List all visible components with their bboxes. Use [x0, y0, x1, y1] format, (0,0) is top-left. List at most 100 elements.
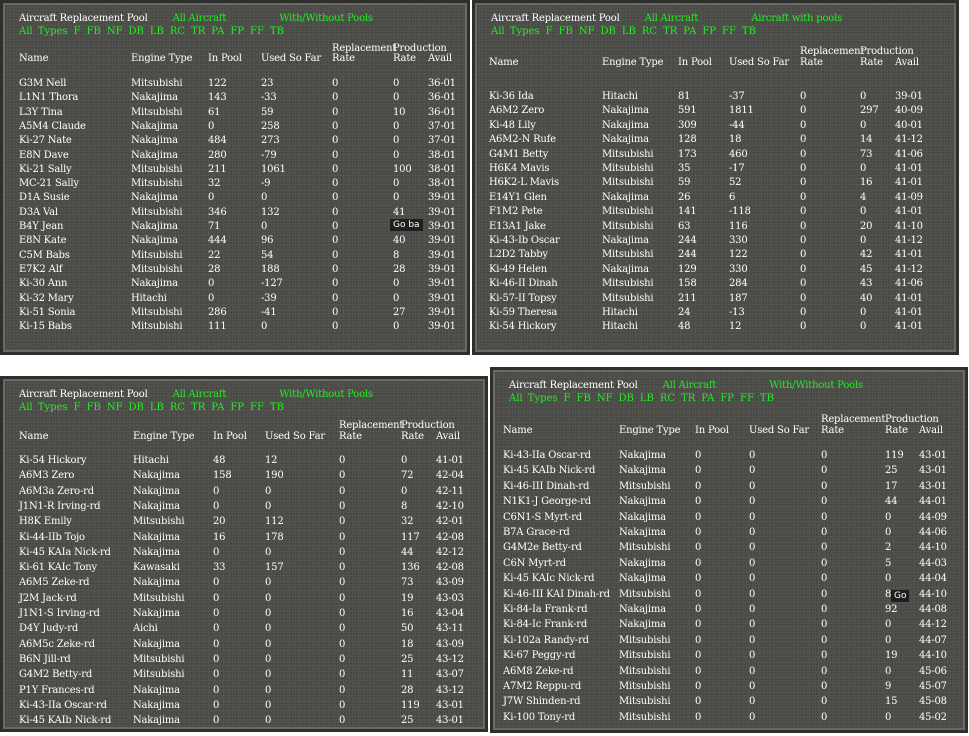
table-row[interactable]: H6K4 Mavis Mitsubishi 35 -17 0 0 41-01: [475, 163, 956, 177]
table-row[interactable]: E8N Dave Nakajima 280 -79 0 0 38-01: [3, 150, 467, 164]
table-row[interactable]: H6K2-L Mavis Mitsubishi 59 52 0 16 41-01: [475, 177, 956, 191]
col-header-engine[interactable]: Engine Type: [619, 425, 681, 436]
type-filter-tr[interactable]: TR: [681, 393, 696, 404]
table-row[interactable]: L1N1 Thora Nakajima 143 -33 0 0 36-01: [3, 92, 467, 106]
table-row[interactable]: E7K2 Alf Mitsubishi 28 188 0 28 39-01: [3, 264, 467, 278]
type-filter-lb[interactable]: LB: [149, 26, 164, 37]
col-header-engine[interactable]: Engine Type: [133, 431, 195, 442]
type-filter-tb[interactable]: TB: [269, 402, 284, 413]
type-filter-f[interactable]: F: [73, 402, 81, 413]
type-filter-pa[interactable]: PA: [701, 393, 715, 404]
table-row[interactable]: E13A1 Jake Mitsubishi 63 116 0 20 41-10: [475, 221, 956, 235]
table-row[interactable]: Ki-102a Randy-rd Mitsubishi 0 0 0 0 44-07: [493, 635, 965, 649]
table-row[interactable]: D1A Susie Nakajima 0 0 0 0 39-01: [3, 192, 467, 206]
table-row[interactable]: Ki-43-IIa Oscar-rd Nakajima 0 0 0 119 43-01: [3, 700, 485, 714]
pool-filter-toggle[interactable]: With/Without Pools: [279, 13, 373, 24]
table-row[interactable]: A6M3 Zero Nakajima 158 190 0 72 42-04: [3, 470, 485, 484]
col-header-avail[interactable]: Avail: [428, 53, 452, 64]
type-filter-ff[interactable]: FF: [722, 26, 736, 37]
type-filter-pa[interactable]: PA: [683, 26, 697, 37]
type-filter-rc[interactable]: RC: [169, 26, 186, 37]
table-row[interactable]: Ki-57-II Topsy Mitsubishi 211 187 0 40 41-01: [475, 293, 956, 307]
table-row[interactable]: Ki-30 Ann Nakajima 0 -127 0 0 39-01: [3, 278, 467, 292]
type-filter-tb[interactable]: TB: [269, 26, 284, 37]
type-filter-lb[interactable]: LB: [639, 393, 654, 404]
type-filter-rc[interactable]: RC: [659, 393, 676, 404]
pool-filter-toggle[interactable]: With/Without Pools: [279, 389, 373, 400]
type-filter-f[interactable]: F: [545, 26, 553, 37]
col-header-name[interactable]: Name: [19, 53, 49, 64]
table-row[interactable]: Ki-32 Mary Hitachi 0 -39 0 0 39-01: [3, 293, 467, 307]
table-row[interactable]: Ki-44-IIb Tojo Nakajima 16 178 0 117 42-08: [3, 532, 485, 546]
type-filter-tr[interactable]: TR: [191, 402, 206, 413]
table-row[interactable]: Ki-21 Sally Mitsubishi 211 1061 0 100 38-01: [3, 164, 467, 178]
scope-toggle[interactable]: All Aircraft: [662, 380, 717, 391]
col-header-used[interactable]: Used So Far: [729, 57, 789, 68]
col-header-avail[interactable]: Avail: [895, 57, 919, 68]
table-row[interactable]: C6N Myrt-rd Nakajima 0 0 0 5 44-03: [493, 558, 965, 572]
type-filter-tb[interactable]: TB: [741, 26, 756, 37]
table-row[interactable]: Ki-15 Babs Mitsubishi 111 0 0 0 39-01: [3, 321, 467, 335]
table-row[interactable]: A6M8 Zeke-rd Mitsubishi 0 0 0 0 45-06: [493, 666, 965, 680]
pool-filter-toggle[interactable]: With/Without Pools: [769, 380, 863, 391]
type-filter-nf[interactable]: NF: [106, 402, 123, 413]
type-filter-lb[interactable]: LB: [149, 402, 164, 413]
table-row[interactable]: Ki-54 Hickory Hitachi 48 12 0 0 41-01: [3, 455, 485, 469]
table-row[interactable]: Ki-61 KAIc Tony Kawasaki 33 157 0 136 42-08: [3, 562, 485, 576]
type-filter-all-types[interactable]: All Types: [491, 26, 540, 37]
table-row[interactable]: Ki-54 Hickory Hitachi 48 12 0 0 41-01: [475, 321, 956, 335]
scope-toggle[interactable]: All Aircraft: [172, 389, 227, 400]
type-filter-nf[interactable]: NF: [596, 393, 613, 404]
table-row[interactable]: Ki-100 Tony-rd Mitsubishi 0 0 0 0 45-02: [493, 712, 965, 726]
table-row[interactable]: Ki-49 Helen Nakajima 129 330 0 45 41-12: [475, 264, 956, 278]
col-header-name[interactable]: Name: [19, 431, 49, 442]
col-header-in-pool[interactable]: In Pool: [208, 53, 242, 64]
table-row[interactable]: B7A Grace-rd Nakajima 0 0 0 0 44-06: [493, 527, 965, 541]
col-header-in-pool[interactable]: In Pool: [678, 57, 712, 68]
col-header-production[interactable]: Production: [401, 420, 455, 431]
table-row[interactable]: F1M2 Pete Mitsubishi 141 -118 0 0 41-01: [475, 206, 956, 220]
table-row[interactable]: G4M1 Betty Mitsubishi 173 460 0 73 41-06: [475, 149, 956, 163]
col-header-avail[interactable]: Avail: [919, 425, 943, 436]
pool-filter-toggle[interactable]: Aircraft with pools: [751, 13, 843, 24]
type-filter-fp[interactable]: FP: [702, 26, 717, 37]
table-row[interactable]: D4Y Judy-rd Aichi 0 0 0 50 43-11: [3, 623, 485, 637]
col-header-used[interactable]: Used So Far: [749, 425, 809, 436]
type-filter-fb[interactable]: FB: [558, 26, 573, 37]
table-row[interactable]: Ki-45 KAIc Nick-rd Nakajima 0 0 0 0 44-04: [493, 573, 965, 587]
table-row[interactable]: G4M2e Betty-rd Mitsubishi 0 0 0 2 44-10: [493, 542, 965, 556]
table-row[interactable]: Ki-67 Peggy-rd Mitsubishi 0 0 0 19 44-10: [493, 650, 965, 664]
col-header-avail[interactable]: Avail: [436, 431, 460, 442]
type-filter-db[interactable]: DB: [128, 26, 144, 37]
table-row[interactable]: A5M4 Claude Nakajima 0 258 0 0 37-01: [3, 121, 467, 135]
table-row[interactable]: D3A Val Mitsubishi 346 132 0 41 39-01: [3, 207, 467, 221]
table-row[interactable]: A6M5 Zeke-rd Nakajima 0 0 0 73 43-09: [3, 577, 485, 591]
type-filter-db[interactable]: DB: [618, 393, 634, 404]
table-row[interactable]: Ki-46-III KAI Dinah-rd Mitsubishi 0 0 0 8 44-1…: [493, 589, 965, 603]
table-row[interactable]: A6M5c Zeke-rd Nakajima 0 0 0 18 43-09: [3, 639, 485, 653]
table-row[interactable]: MC-21 Sally Mitsubishi 32 -9 0 0 38-01: [3, 178, 467, 192]
table-row[interactable]: Ki-84-Ia Frank-rd Nakajima 0 0 0 92 44-08: [493, 604, 965, 618]
table-row[interactable]: Ki-59 Theresa Hitachi 24 -13 0 0 41-01: [475, 307, 956, 321]
type-filter-ff[interactable]: FF: [250, 402, 264, 413]
table-row[interactable]: G4M2 Betty-rd Mitsubishi 0 0 0 11 43-07: [3, 669, 485, 683]
type-filter-db[interactable]: DB: [600, 26, 616, 37]
table-row[interactable]: J1N1-R Irving-rd Nakajima 0 0 0 8 42-10: [3, 501, 485, 515]
col-header-replacement[interactable]: Replacement: [332, 43, 397, 54]
type-filter-nf[interactable]: NF: [106, 26, 123, 37]
table-row[interactable]: L2D2 Tabby Mitsubishi 244 122 0 42 41-01: [475, 249, 956, 263]
col-header-replacement[interactable]: Replacement: [821, 414, 886, 425]
type-filter-nf[interactable]: NF: [578, 26, 595, 37]
col-header-used[interactable]: Used So Far: [261, 53, 321, 64]
table-row[interactable]: Ki-43-Ib Oscar Nakajima 244 330 0 0 41-12: [475, 235, 956, 249]
col-header-in-pool[interactable]: In Pool: [695, 425, 729, 436]
type-filter-pa[interactable]: PA: [211, 26, 225, 37]
table-row[interactable]: L3Y Tina Mitsubishi 61 59 0 10 36-01: [3, 107, 467, 121]
table-row[interactable]: A6M3a Zero-rd Nakajima 0 0 0 0 42-11: [3, 486, 485, 500]
col-header-replacement[interactable]: Replacement: [800, 46, 865, 57]
table-row[interactable]: Ki-51 Sonia Mitsubishi 286 -41 0 27 39-01: [3, 307, 467, 321]
table-row[interactable]: A6M2-N Rufe Nakajima 128 18 0 14 41-12: [475, 134, 956, 148]
col-header-production[interactable]: Production: [393, 43, 447, 54]
type-filter-fp[interactable]: FP: [230, 26, 245, 37]
table-row[interactable]: B6N Jill-rd Mitsubishi 0 0 0 25 43-12: [3, 654, 485, 668]
